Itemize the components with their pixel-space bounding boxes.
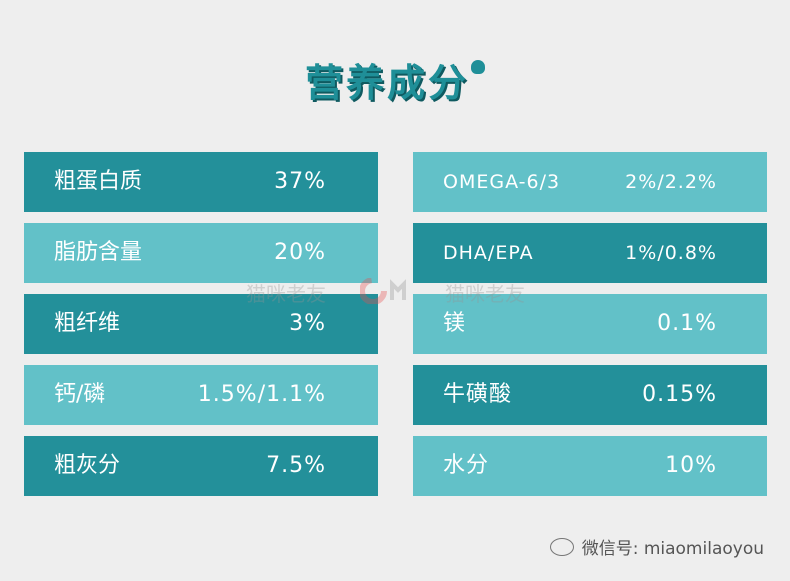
nutrient-value: 1%/0.8% xyxy=(625,242,717,264)
nutrient-label: 粗灰分 xyxy=(54,453,121,478)
nutrient-row: OMEGA-6/3 2%/2.2% xyxy=(413,152,767,212)
nutrient-row: 钙/磷 1.5%/1.1% xyxy=(24,365,378,425)
right-nutrient-column: OMEGA-6/3 2%/2.2% DHA/EPA 1%/0.8% 镁 0.1%… xyxy=(413,152,767,507)
watermark: 猫咪老友 猫咪老友 xyxy=(0,278,790,308)
nutrient-label: OMEGA-6/3 xyxy=(443,171,561,193)
nutrient-value: 7.5% xyxy=(266,453,326,478)
nutrient-row: 粗灰分 7.5% xyxy=(24,436,378,496)
nutrient-row: 粗纤维 3% xyxy=(24,294,378,354)
nutrient-label: 镁 xyxy=(443,311,467,336)
watermark-logo-icon xyxy=(360,278,406,304)
nutrient-label: DHA/EPA xyxy=(443,242,534,264)
wechat-id: 微信号: miaomilaoyou xyxy=(549,534,764,559)
nutrient-row: 粗蛋白质 37% xyxy=(24,152,378,212)
nutrient-value: 20% xyxy=(274,240,326,265)
nutrient-row: 脂肪含量 20% xyxy=(24,223,378,283)
page-title: 营养成分 xyxy=(0,52,790,107)
nutrient-value: 37% xyxy=(274,169,326,194)
nutrient-row: 镁 0.1% xyxy=(413,294,767,354)
nutrient-row: 水分 10% xyxy=(413,436,767,496)
left-nutrient-column: 粗蛋白质 37% 脂肪含量 20% 粗纤维 3% 钙/磷 1.5%/1.1% 粗… xyxy=(24,152,378,507)
nutrient-label: 粗纤维 xyxy=(54,311,121,336)
nutrient-value: 0.15% xyxy=(642,382,717,407)
nutrient-label: 粗蛋白质 xyxy=(54,169,143,194)
nutrient-label: 牛磺酸 xyxy=(443,382,513,407)
nutrient-row: 牛磺酸 0.15% xyxy=(413,365,767,425)
nutrient-label: 脂肪含量 xyxy=(54,240,143,265)
cat-icon xyxy=(471,60,485,74)
nutrient-value: 0.1% xyxy=(657,311,717,336)
nutrient-label: 钙/磷 xyxy=(54,382,106,407)
wechat-id-text: 微信号: miaomilaoyou xyxy=(581,539,764,559)
watermark-text-right: 猫咪老友 xyxy=(445,282,525,306)
page-title-text: 营养成分 xyxy=(304,61,469,105)
nutrient-row: DHA/EPA 1%/0.8% xyxy=(413,223,767,283)
nutrient-value: 1.5%/1.1% xyxy=(197,382,326,407)
watermark-text-left: 猫咪老友 xyxy=(246,282,326,306)
nutrient-value: 10% xyxy=(665,453,717,478)
nutrient-value: 2%/2.2% xyxy=(625,171,717,193)
nutrient-label: 水分 xyxy=(443,453,490,478)
nutrient-value: 3% xyxy=(289,311,326,336)
wechat-icon xyxy=(549,538,574,556)
